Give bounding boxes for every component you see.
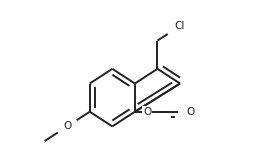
Text: O: O xyxy=(186,107,194,117)
Text: O: O xyxy=(63,121,71,131)
Text: O: O xyxy=(143,107,151,117)
Text: Cl: Cl xyxy=(175,21,185,31)
